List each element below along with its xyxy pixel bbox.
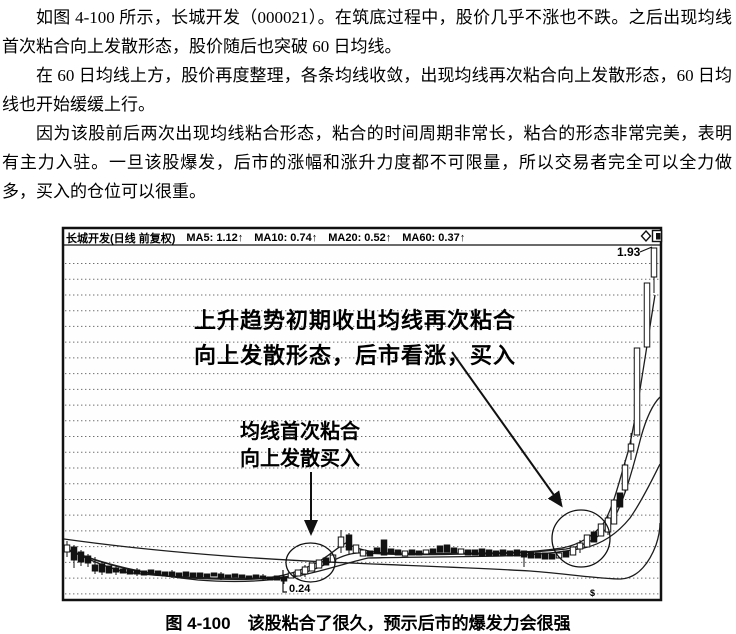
candles — [63, 247, 658, 584]
annotation-arrows — [304, 351, 563, 536]
chart-title: 长城开发(日线 前复权) — [66, 233, 176, 245]
annotation-second-convergence: 上升趋势初期收出均线再次粘合 向上发散形态，后市看涨，买入 — [160, 303, 550, 373]
highlight-circles — [285, 509, 611, 583]
ma10-label: MA10: 0.74↑ — [254, 232, 318, 244]
connector-lines — [282, 246, 653, 593]
chart-frame — [61, 226, 663, 602]
ma-line-MA60 — [63, 522, 661, 580]
ma20-label: MA20: 0.52↑ — [328, 232, 392, 244]
chart-header: 长城开发(日线 前复权) MA5: 1.12↑ MA10: 0.74↑ MA20… — [66, 230, 465, 246]
window-icon — [651, 229, 663, 243]
paragraph-3: 因为该股前后两次出现均线粘合形态，粘合的时间周期非常长，粘合的形态非常完美，表明… — [2, 124, 732, 201]
annotation-first-line2: 向上发散买入 — [240, 448, 360, 470]
ma60-label: MA60: 0.37↑ — [402, 232, 466, 244]
figure-caption: 图 4-100 该股粘合了很久，预示后市的爆发力会很强 — [165, 614, 571, 633]
body-text: 如图 4-100 所示，长城开发（000021）。在筑底过程中，股价几乎不涨也不… — [2, 3, 732, 206]
bottom-marker: $ — [590, 588, 596, 598]
gridlines — [65, 263, 659, 595]
annotation-first-convergence: 均线首次粘合 向上发散买入 — [235, 419, 365, 473]
ma-line-MA20 — [66, 463, 661, 583]
annotation-first-line1: 均线首次粘合 — [240, 421, 360, 443]
annotation-second-line1: 上升趋势初期收出均线再次粘合 — [193, 308, 516, 333]
paragraph-1: 如图 4-100 所示，长城开发（000021）。在筑底过程中，股价几乎不涨也不… — [2, 8, 732, 56]
ma5-label: MA5: 1.12↑ — [186, 232, 244, 244]
diamond-icon — [640, 229, 652, 243]
price-high-label: 1.93 — [617, 245, 641, 259]
price-low-label: 0.24 — [289, 583, 311, 595]
paragraph-2: 在 60 日均线上方，股价再度整理，各条均线收敛，出现均线再次粘合向上发散形态，… — [2, 66, 732, 114]
annotation-second-line2: 向上发散形态，后市看涨，买入 — [193, 343, 516, 368]
